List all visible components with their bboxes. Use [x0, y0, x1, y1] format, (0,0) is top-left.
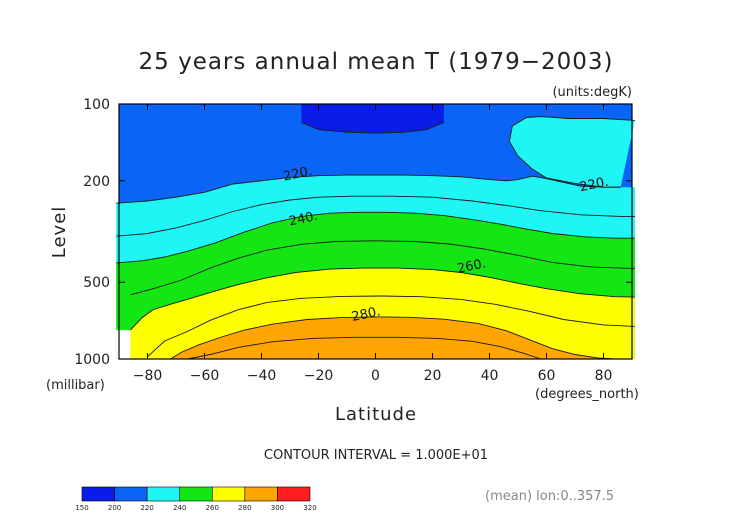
contour-interval-text: CONTOUR INTERVAL = 1.000E+01 — [264, 448, 488, 463]
contour-line-260 — [130, 267, 635, 331]
plot-area: 220. 220. 240. 260. 280. −80 −60 −40 −20 0 20 40 60 8… — [74, 97, 635, 384]
colorbar-label-4: 260 — [206, 504, 219, 512]
x-tick-label-1: −60 — [190, 368, 220, 384]
contour-line-230 — [116, 195, 635, 237]
x-tick-label-8: 80 — [595, 368, 613, 384]
x-tick-label-5: 20 — [424, 368, 442, 384]
colorbar: 150 200 220 240 260 280 300 320 — [75, 486, 317, 512]
colorbar-label-2: 220 — [140, 504, 153, 512]
missing-data-region — [116, 330, 131, 359]
y-tick-label-1: 200 — [83, 174, 110, 190]
units-label: (units:degK) — [552, 85, 632, 100]
y-tick-label-3: 1000 — [74, 352, 110, 368]
colorbar-swatch-2 — [146, 486, 181, 502]
mean-longitude-note: (mean) lon:0..357.5 — [485, 489, 614, 504]
contour-line-220 — [116, 174, 621, 204]
y-units-label: (millibar) — [46, 378, 105, 393]
contour-line-270 — [147, 295, 635, 358]
y-tick-label-2: 500 — [83, 275, 110, 291]
contour-line-200 — [301, 121, 445, 134]
colorbar-label-0: 150 — [75, 504, 88, 512]
band-220-240-polar-cap — [509, 116, 635, 188]
contour-line-290 — [187, 336, 541, 360]
colorbar-label-3: 240 — [173, 504, 186, 512]
x-units-label: (degrees_north) — [535, 387, 639, 402]
x-tick-label-3: −20 — [304, 368, 334, 384]
y-axis-title: Level — [49, 206, 70, 259]
x-tick-label-2: −40 — [247, 368, 277, 384]
colorbar-label-5: 280 — [238, 504, 251, 512]
x-axis-title: Latitude — [335, 404, 417, 425]
colorbar-swatch-0 — [81, 486, 115, 502]
contour-line-240 — [116, 211, 635, 264]
contour-line-280 — [170, 316, 615, 360]
contour-label-0: 220. — [282, 164, 313, 185]
colorbar-swatch-3 — [179, 486, 213, 502]
colorbar-swatch-4 — [211, 486, 246, 502]
x-tick-label-6: 40 — [481, 368, 499, 384]
contour-label-3: 260. — [456, 256, 487, 277]
contour-line-250 — [130, 240, 635, 296]
colorbar-swatch-6 — [277, 486, 311, 502]
contour-label-2: 240. — [288, 209, 319, 230]
contour-label-1: 220. — [578, 175, 609, 196]
x-tick-label-0: −80 — [133, 368, 163, 384]
contour-line-220-cap — [508, 116, 635, 188]
colorbar-swatch-5 — [244, 486, 278, 502]
colorbar-label-7: 320 — [303, 504, 316, 512]
colorbar-label-1: 200 — [108, 504, 121, 512]
colorbar-label-6: 300 — [271, 504, 284, 512]
colorbar-swatch-1 — [114, 486, 148, 502]
band-150-200 — [301, 104, 444, 134]
chart-title: 25 years annual mean T (1979−2003) — [139, 49, 614, 75]
x-tick-label-7: 60 — [538, 368, 556, 384]
y-tick-label-0: 100 — [83, 97, 110, 113]
band-280-300 — [170, 316, 615, 359]
x-tick-label-4: 0 — [371, 368, 380, 384]
contour-label-4: 280. — [350, 304, 381, 325]
